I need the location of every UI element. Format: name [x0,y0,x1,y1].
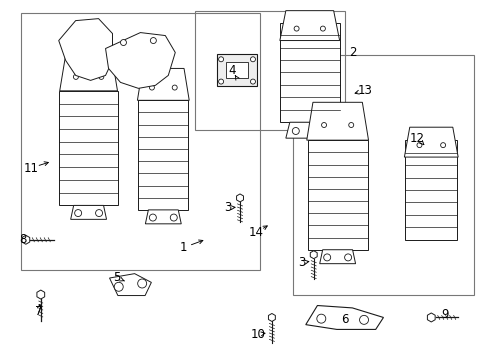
Bar [405,140,457,240]
Text: 11: 11 [24,162,38,175]
Polygon shape [280,11,340,41]
Circle shape [441,143,445,148]
Text: 14: 14 [248,226,264,239]
Text: 2: 2 [349,46,356,59]
Circle shape [349,122,354,127]
Circle shape [417,143,422,148]
Circle shape [149,85,154,90]
Text: 7: 7 [35,305,43,318]
Polygon shape [37,290,45,299]
Bar [138,100,188,210]
Circle shape [96,210,102,217]
Polygon shape [110,274,151,296]
Polygon shape [404,127,458,157]
Bar [308,140,368,250]
Text: 10: 10 [250,328,266,341]
Circle shape [114,282,123,291]
Circle shape [293,127,299,135]
Text: 3: 3 [298,256,305,269]
Bar [21,13,260,270]
Circle shape [250,57,255,62]
Bar [226,62,248,78]
Circle shape [74,210,82,217]
Polygon shape [22,235,30,244]
Circle shape [171,214,177,221]
Circle shape [321,122,326,127]
Circle shape [219,57,223,62]
Text: 3: 3 [224,201,232,215]
Bar [59,91,119,206]
Circle shape [150,37,156,44]
Polygon shape [71,206,106,219]
Text: 8: 8 [19,233,26,246]
Circle shape [121,40,126,45]
Polygon shape [307,102,368,140]
Circle shape [360,315,368,324]
Circle shape [74,75,78,80]
Text: 4: 4 [228,64,236,77]
Text: 13: 13 [358,84,373,97]
Circle shape [294,26,299,31]
Bar [195,11,344,130]
Text: 9: 9 [441,308,449,321]
Polygon shape [137,68,189,100]
Text: 1: 1 [179,241,187,254]
Polygon shape [146,210,181,224]
Polygon shape [286,122,334,138]
Polygon shape [319,250,356,264]
Bar [280,23,340,122]
Circle shape [149,214,156,221]
Polygon shape [59,19,113,80]
Circle shape [317,314,326,323]
Polygon shape [427,313,435,322]
Circle shape [219,79,223,84]
Bar [217,54,257,86]
Circle shape [250,79,255,84]
Text: 5: 5 [113,271,120,284]
Circle shape [324,254,331,261]
Polygon shape [237,194,244,202]
Bar [293,55,474,294]
Circle shape [172,85,177,90]
Polygon shape [310,251,317,259]
Circle shape [344,254,352,261]
Polygon shape [269,314,275,321]
Polygon shape [60,56,118,91]
Circle shape [320,127,327,135]
Polygon shape [105,32,175,88]
Circle shape [138,279,147,288]
Polygon shape [306,306,384,329]
Circle shape [99,75,104,80]
Circle shape [320,26,325,31]
Text: 12: 12 [410,132,425,145]
Text: 6: 6 [341,313,348,326]
